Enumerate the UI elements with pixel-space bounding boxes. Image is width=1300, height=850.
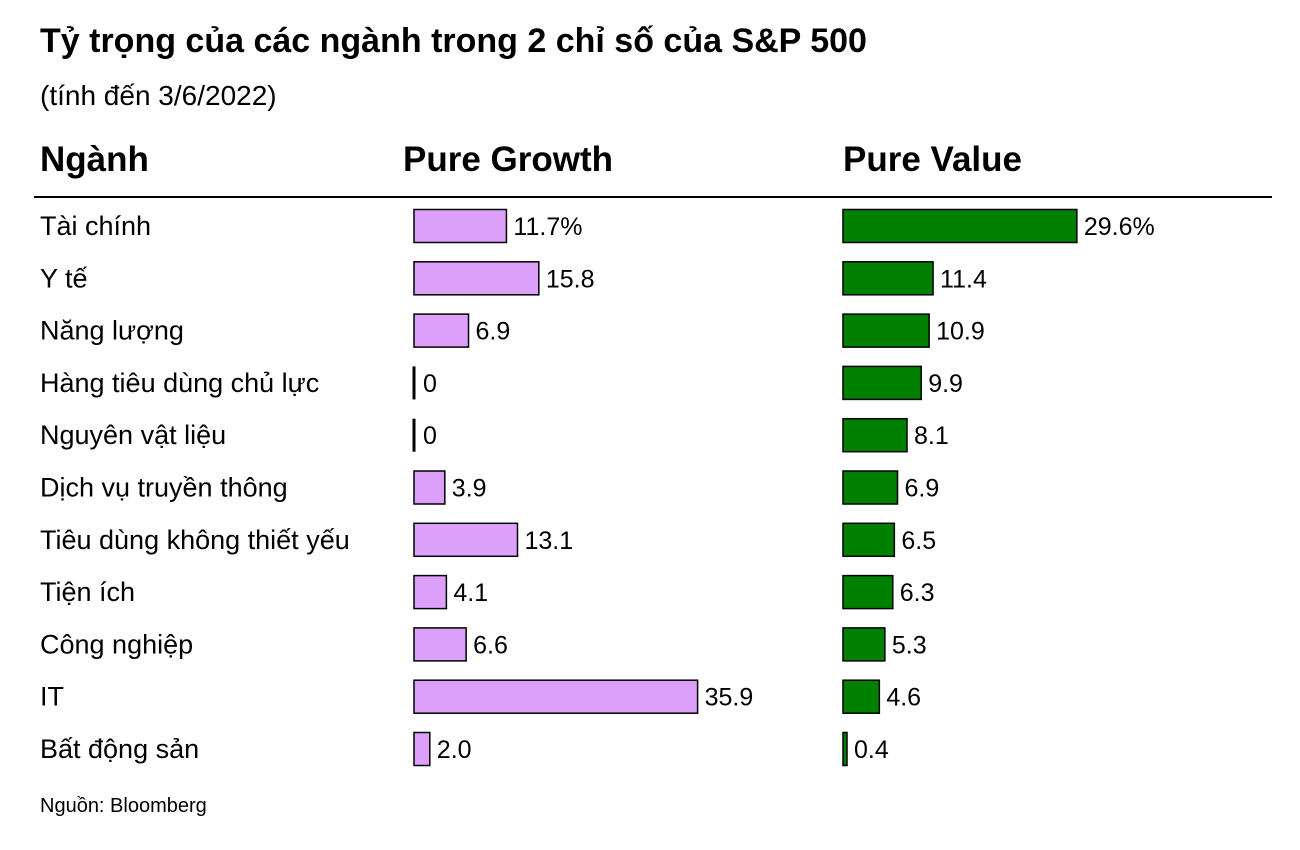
category-label: Bất động sản — [40, 734, 199, 764]
growth-bar — [413, 731, 431, 767]
value-value-label: 11.4 — [940, 265, 987, 293]
growth-value-label: 6.6 — [473, 631, 508, 659]
value-value-label: 5.3 — [892, 631, 927, 659]
value-bar — [842, 522, 896, 558]
growth-bar — [413, 679, 699, 714]
growth-bar — [413, 522, 519, 558]
value-value-label: 0.4 — [854, 736, 889, 764]
value-bar — [842, 470, 899, 505]
growth-value-label: 0 — [423, 422, 437, 450]
column-header-category: Ngành — [40, 140, 149, 179]
column-header-pure-growth: Pure Growth — [403, 140, 614, 179]
value-value-label: 29.6% — [1084, 213, 1155, 241]
growth-value-label: 4.1 — [453, 579, 488, 607]
growth-value-label: 35.9 — [705, 684, 754, 712]
value-bar — [842, 208, 1078, 244]
value-bar — [842, 365, 922, 401]
growth-value-label: 13.1 — [524, 527, 573, 555]
category-label: Nguyên vật liệu — [40, 420, 226, 450]
value-value-label: 6.3 — [900, 579, 935, 607]
growth-bar — [413, 627, 467, 662]
growth-value-label: 3.9 — [452, 475, 487, 503]
header-divider — [34, 196, 1272, 198]
value-bar — [842, 731, 848, 767]
growth-bar — [413, 470, 446, 505]
value-bar — [842, 574, 894, 610]
category-label: Dịch vụ truyền thông — [40, 473, 288, 503]
value-bar — [842, 417, 908, 453]
value-bar — [842, 679, 881, 714]
growth-bar — [413, 313, 470, 348]
source-note: Nguồn: Bloomberg — [40, 795, 207, 817]
category-label: Công nghiệp — [40, 629, 193, 659]
growth-value-label: 0 — [423, 370, 437, 398]
category-label: IT — [40, 682, 64, 712]
chart-subtitle: (tính đến 3/6/2022) — [40, 80, 277, 111]
category-label: Tài chính — [40, 211, 151, 241]
growth-value-label: 11.7% — [513, 213, 582, 241]
value-value-label: 9.9 — [928, 370, 963, 398]
growth-bar — [413, 261, 540, 296]
value-bar — [842, 313, 930, 348]
value-value-label: 10.9 — [936, 318, 985, 346]
category-label: Y tế — [40, 263, 88, 293]
value-value-label: 4.6 — [886, 684, 921, 712]
category-label: Tiện ích — [40, 577, 135, 607]
value-value-label: 6.5 — [901, 527, 936, 555]
growth-value-label: 6.9 — [476, 318, 511, 346]
category-label: Năng lượng — [40, 316, 184, 346]
value-bar — [842, 261, 934, 296]
category-label: Tiêu dùng không thiết yếu — [40, 525, 350, 555]
category-label: Hàng tiêu dùng chủ lực — [40, 368, 319, 398]
value-value-label: 8.1 — [914, 422, 949, 450]
growth-value-label: 2.0 — [437, 736, 472, 764]
chart-title: Tỷ trọng của các ngành trong 2 chỉ số củ… — [40, 22, 867, 60]
growth-value-label: 15.8 — [546, 265, 595, 293]
growth-bar — [413, 208, 508, 244]
growth-bar — [413, 574, 448, 610]
value-bar — [842, 627, 886, 662]
value-value-label: 6.9 — [905, 475, 940, 503]
column-header-pure-value: Pure Value — [843, 140, 1022, 179]
